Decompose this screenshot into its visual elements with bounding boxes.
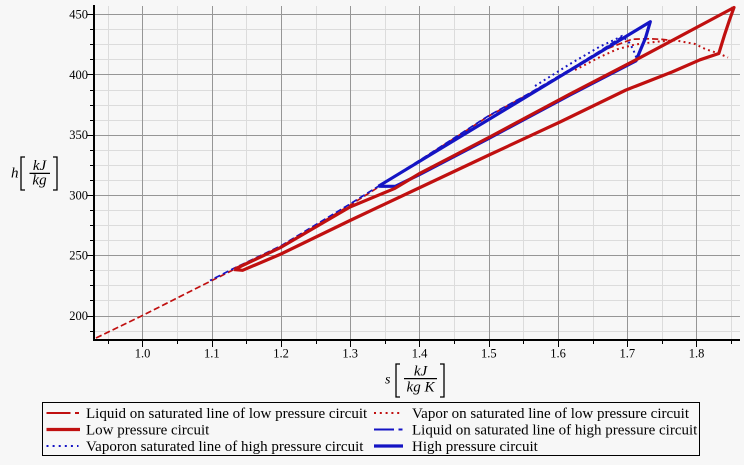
svg-text:1.3: 1.3 <box>342 347 358 361</box>
svg-text:Liquid on saturated line of lo: Liquid on saturated line of low pressure… <box>86 406 368 422</box>
svg-text:350: 350 <box>69 128 88 142</box>
svg-text:1.2: 1.2 <box>273 347 289 361</box>
svg-text:1.0: 1.0 <box>135 347 151 361</box>
svg-text:Vaporon saturated line of high: Vaporon saturated line of high pressure … <box>86 439 364 455</box>
svg-text:400: 400 <box>69 68 88 82</box>
svg-text:kJ: kJ <box>33 158 48 174</box>
svg-text:Low pressure circuit: Low pressure circuit <box>86 423 210 439</box>
svg-text:1.4: 1.4 <box>412 347 428 361</box>
svg-text:1.7: 1.7 <box>619 347 635 361</box>
svg-text:kJ: kJ <box>414 364 429 380</box>
svg-text:250: 250 <box>69 249 88 263</box>
svg-text:High pressure circuit: High pressure circuit <box>412 439 539 455</box>
svg-text:s: s <box>385 373 391 388</box>
svg-text:300: 300 <box>69 188 88 202</box>
svg-text:200: 200 <box>69 309 88 323</box>
svg-text:Liquid on saturated line of hi: Liquid on saturated line of high pressur… <box>412 423 698 439</box>
svg-text:1.8: 1.8 <box>689 347 705 361</box>
svg-text:450: 450 <box>69 8 88 22</box>
svg-text:1.1: 1.1 <box>204 347 220 361</box>
svg-text:h: h <box>11 166 19 182</box>
svg-text:1.6: 1.6 <box>550 347 566 361</box>
svg-text:kg: kg <box>32 173 47 189</box>
svg-text:1.5: 1.5 <box>481 347 497 361</box>
svg-text:Vapor on saturated line of low: Vapor on saturated line of low pressure … <box>412 406 690 422</box>
svg-text:kg K: kg K <box>407 380 436 396</box>
